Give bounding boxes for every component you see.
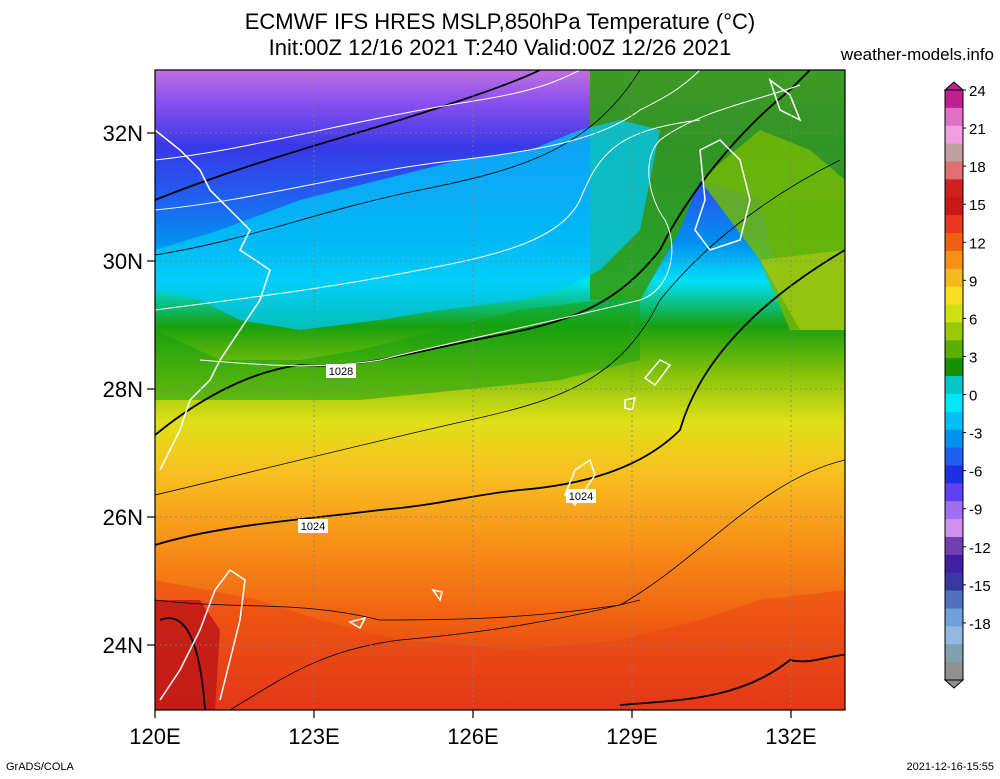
colorbar-swatch bbox=[945, 107, 963, 127]
colorbar-label: -6 bbox=[969, 464, 982, 481]
colorbar-swatch bbox=[945, 125, 963, 145]
isobar-label-1024-east: 1024 bbox=[569, 491, 593, 503]
colorbar-swatch bbox=[945, 590, 963, 609]
map-frame bbox=[154, 69, 846, 711]
colorbar-swatch bbox=[945, 143, 963, 163]
colorbar-swatch bbox=[945, 644, 963, 663]
colorbar-label: 9 bbox=[969, 273, 977, 290]
lon-label-129e: 129E bbox=[606, 724, 657, 749]
colorbar-label: 6 bbox=[969, 311, 977, 328]
colorbar-swatch bbox=[945, 662, 963, 681]
colorbar-swatch bbox=[945, 608, 963, 627]
colorbar-swatch bbox=[945, 554, 963, 574]
site-credit: weather-models.info bbox=[840, 45, 994, 64]
colorbar-swatch bbox=[945, 376, 963, 395]
lat-label-32n: 32N bbox=[103, 121, 143, 146]
colorbar-label: 21 bbox=[969, 121, 986, 138]
colorbar-swatch bbox=[945, 250, 963, 270]
colorbar-swatch bbox=[945, 429, 963, 449]
colorbar-swatch bbox=[945, 90, 963, 109]
colorbar-swatch bbox=[945, 340, 963, 359]
thickness-lines bbox=[155, 70, 801, 367]
colorbar-label: 3 bbox=[969, 349, 977, 366]
footer-credit: GrADS/COLA bbox=[6, 761, 74, 773]
colorbar-swatch bbox=[945, 179, 963, 198]
footer-timestamp: 2021-12-16-15:55 bbox=[906, 761, 994, 773]
chart-title: ECMWF IFS HRES MSLP,850hPa Temperature (… bbox=[244, 9, 756, 34]
colorbar-swatch bbox=[945, 304, 963, 323]
colorbar-label: -9 bbox=[969, 502, 982, 519]
lat-label-30n: 30N bbox=[103, 249, 143, 274]
colorbar-swatch bbox=[945, 197, 963, 216]
lon-label-123e: 123E bbox=[288, 724, 339, 749]
coastlines bbox=[154, 77, 802, 701]
colorbar-swatch bbox=[945, 233, 963, 252]
colorbar-min-arrow bbox=[943, 679, 965, 689]
isobar-labels: 1028 1024 1024 bbox=[298, 364, 596, 533]
axis-ticks bbox=[147, 132, 792, 718]
lon-label-120e: 120E bbox=[129, 724, 180, 749]
colorbar-swatch bbox=[945, 411, 963, 431]
colorbar-swatch bbox=[945, 465, 963, 484]
colorbar-swatch bbox=[945, 161, 963, 180]
colorbar bbox=[943, 81, 965, 689]
colorbar-swatch bbox=[945, 572, 963, 592]
colorbar-label: -12 bbox=[969, 540, 991, 557]
lon-label-132e: 132E bbox=[765, 724, 816, 749]
lat-label-24n: 24N bbox=[103, 633, 143, 658]
colorbar-swatch bbox=[945, 268, 963, 288]
colorbar-label: -3 bbox=[969, 426, 982, 443]
colorbar-swatch bbox=[945, 519, 963, 538]
colorbar-swatch bbox=[945, 536, 963, 556]
colorbar-swatch bbox=[945, 393, 963, 413]
colorbar-label: -15 bbox=[969, 578, 991, 595]
colorbar-frame bbox=[944, 89, 964, 681]
colorbar-label: 12 bbox=[969, 235, 986, 252]
colorbar-swatch bbox=[945, 286, 963, 306]
colorbar-max-arrow bbox=[943, 81, 965, 91]
colorbar-swatch bbox=[945, 447, 963, 466]
colorbar-swatch bbox=[945, 501, 963, 520]
colorbar-label: 18 bbox=[969, 159, 986, 176]
graticule bbox=[155, 70, 845, 710]
isobar-label-1024-west: 1024 bbox=[301, 521, 325, 533]
colorbar-swatch bbox=[945, 483, 963, 502]
lon-label-126e: 126E bbox=[447, 724, 498, 749]
colorbar-label: 24 bbox=[969, 83, 986, 100]
lat-label-28n: 28N bbox=[103, 377, 143, 402]
colorbar-swatch bbox=[945, 626, 963, 645]
latitude-labels: 32N 30N 28N 26N 24N bbox=[103, 121, 143, 658]
colorbar-label: 15 bbox=[969, 197, 986, 214]
chart-subtitle: Init:00Z 12/16 2021 T:240 Valid:00Z 12/2… bbox=[268, 35, 732, 60]
lat-label-26n: 26N bbox=[103, 505, 143, 530]
isobar-label-1028: 1028 bbox=[329, 366, 353, 378]
colorbar-label: -18 bbox=[969, 616, 991, 633]
longitude-labels: 120E 123E 126E 129E 132E bbox=[129, 724, 816, 749]
colorbar-label: 0 bbox=[969, 388, 977, 405]
colorbar-swatch bbox=[945, 215, 963, 234]
colorbar-swatch bbox=[945, 322, 963, 341]
temperature-field bbox=[155, 70, 845, 710]
colorbar-swatch bbox=[945, 358, 963, 377]
colorbar-labels: 24 21 18 15 12 9 6 3 0 -3 -6 -9 -12 -15 -18 bbox=[963, 83, 991, 633]
